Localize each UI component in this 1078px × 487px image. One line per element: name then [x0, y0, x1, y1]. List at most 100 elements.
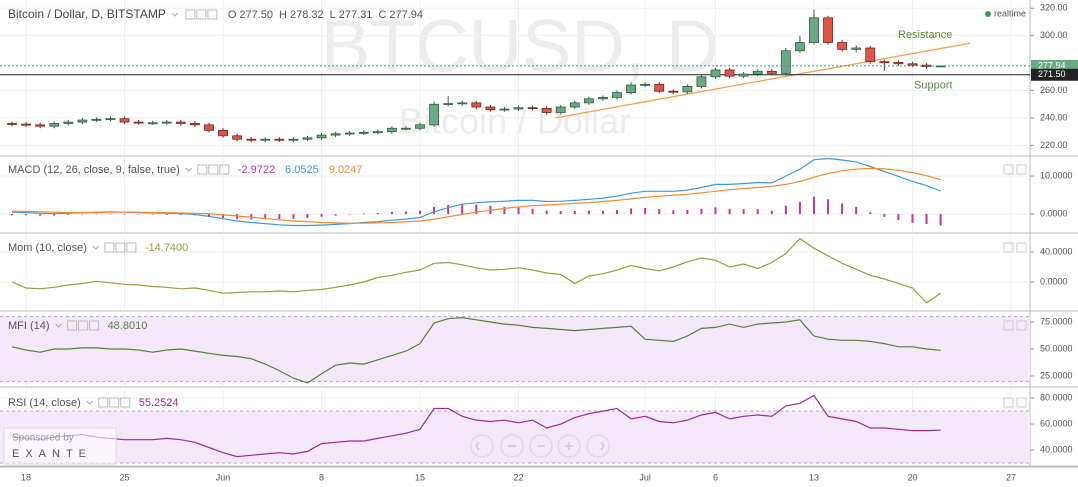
- histogram-bar: [770, 210, 773, 215]
- watermark: BTCUSD, D: [321, 5, 720, 88]
- histogram-bar: [475, 204, 478, 215]
- candle-body: [429, 103, 440, 126]
- panel-button[interactable]: [1003, 320, 1014, 331]
- y-tick-label: 25.0000: [1040, 370, 1073, 380]
- y-tick-label: 300.00: [1040, 30, 1068, 40]
- dropdown-arrow[interactable]: [185, 167, 193, 172]
- ohlc-value: 277.31: [339, 9, 373, 21]
- x-tick-label: 22: [514, 472, 524, 482]
- last-price-label: 277.94: [1038, 60, 1066, 70]
- y-tick-label: 260.00: [1040, 85, 1068, 95]
- candle-body: [555, 106, 566, 113]
- indicator-button[interactable]: [120, 397, 131, 408]
- candle-body: [457, 102, 468, 105]
- dropdown-arrow[interactable]: [86, 400, 94, 405]
- histogram-bar: [686, 209, 689, 215]
- candle-body: [569, 102, 580, 108]
- candle-body: [851, 47, 862, 50]
- indicator-button[interactable]: [126, 242, 137, 253]
- histogram-bar: [25, 214, 28, 216]
- histogram-bar: [531, 208, 534, 215]
- panel-button[interactable]: [1003, 242, 1014, 253]
- candle-body: [668, 90, 679, 93]
- candle-body: [218, 129, 228, 137]
- indicator-button[interactable]: [115, 242, 126, 253]
- histogram-bar: [601, 210, 604, 215]
- indicator-title: Mom (10, close): [8, 242, 87, 254]
- candle-body: [893, 62, 904, 65]
- histogram-bar: [925, 214, 928, 225]
- candle-body: [77, 119, 88, 123]
- x-tick-label: 18: [21, 472, 31, 482]
- candle-body: [330, 133, 341, 136]
- histogram-bar: [461, 203, 464, 215]
- histogram-bar: [630, 208, 633, 215]
- histogram-bar: [39, 214, 42, 216]
- candle-body: [612, 92, 622, 98]
- indicator-button[interactable]: [89, 320, 100, 331]
- candle-body: [443, 103, 454, 105]
- nav-icon: [600, 441, 605, 451]
- histogram-bar: [784, 205, 787, 215]
- histogram-bar: [827, 199, 830, 215]
- histogram-bar: [939, 214, 942, 226]
- histogram-bar: [855, 206, 858, 215]
- indicator-button[interactable]: [109, 397, 120, 408]
- chart-button[interactable]: [196, 9, 207, 20]
- nav-button[interactable]: [586, 434, 610, 458]
- indicator-button[interactable]: [98, 397, 109, 408]
- nav-icon: [475, 441, 480, 451]
- candle-body: [865, 47, 876, 63]
- candle-body: [541, 107, 552, 113]
- panel-button[interactable]: [1016, 320, 1027, 331]
- candle-body: [921, 64, 932, 67]
- indicator-button[interactable]: [104, 242, 115, 253]
- candle-body: [133, 121, 144, 124]
- panel-button[interactable]: [1016, 242, 1027, 253]
- histogram-bar: [742, 209, 745, 215]
- candle-body: [105, 118, 116, 121]
- dropdown-arrow[interactable]: [92, 245, 100, 250]
- nav-button[interactable]: [470, 434, 494, 458]
- indicator-button[interactable]: [208, 164, 219, 175]
- histogram-bar: [503, 206, 506, 215]
- histogram-bar: [728, 208, 731, 215]
- panel-button[interactable]: [1003, 397, 1014, 408]
- indicator-button[interactable]: [219, 164, 230, 175]
- header-value: 9.0247: [329, 164, 363, 176]
- nav-button[interactable]: [557, 434, 581, 458]
- last-price-box: [1031, 59, 1078, 72]
- indicator-button[interactable]: [78, 320, 89, 331]
- histogram-bar: [123, 214, 126, 215]
- histogram-bar: [658, 209, 661, 215]
- histogram-bar: [306, 214, 309, 218]
- histogram-bar: [883, 214, 886, 217]
- panel-button[interactable]: [1016, 164, 1027, 175]
- dropdown-arrow[interactable]: [171, 12, 179, 17]
- nav-button[interactable]: [500, 434, 524, 458]
- panel-button[interactable]: [1016, 397, 1027, 408]
- candle-body: [161, 121, 172, 124]
- sponsor-name: EXANTE: [12, 448, 92, 460]
- candle-body: [372, 131, 383, 134]
- panel-button[interactable]: [1003, 164, 1014, 175]
- nav-button[interactable]: [529, 434, 553, 458]
- indicator-button[interactable]: [67, 320, 78, 331]
- nav-icon: [565, 442, 573, 450]
- candle-body: [626, 84, 636, 93]
- dropdown-arrow[interactable]: [55, 323, 62, 328]
- ohlc-key: C: [378, 9, 386, 21]
- chart-button[interactable]: [185, 9, 196, 20]
- indicator-line: [11, 237, 941, 304]
- ohlc-value: 277.50: [239, 9, 273, 21]
- candle-body: [724, 69, 735, 77]
- candle-body: [7, 123, 17, 125]
- chart-button[interactable]: [207, 9, 218, 20]
- candle-body: [710, 69, 721, 78]
- candle-body: [401, 127, 411, 130]
- candle-body: [738, 73, 749, 77]
- indicator-button[interactable]: [197, 164, 208, 175]
- indicator-line: [11, 316, 941, 384]
- x-tick-label: 8: [319, 472, 324, 482]
